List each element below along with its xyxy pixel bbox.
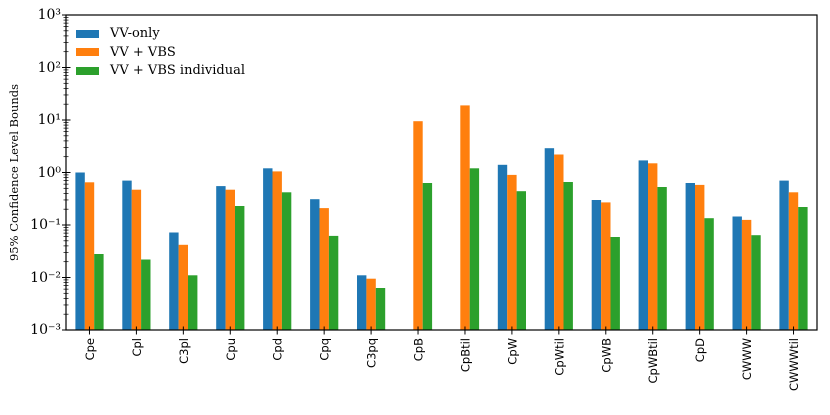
bar-CWWWtil-vv-vbs bbox=[788, 192, 799, 330]
bar-Cpu-vv-only bbox=[216, 186, 226, 330]
x-tick-label-C3pl: C3pl bbox=[177, 338, 191, 364]
bar-CpW-vv-vbs-individual bbox=[516, 191, 526, 330]
x-tick-label-Cpe: Cpe bbox=[83, 338, 97, 360]
bar-Cpd-vv-only bbox=[263, 168, 273, 330]
bar-CpWBtil-vv-only bbox=[638, 160, 648, 330]
legend-label-vv-vbs: VV + VBS bbox=[110, 44, 176, 60]
bar-CpWtil-vv-vbs bbox=[554, 154, 564, 330]
bar-C3pl-vv-vbs-individual bbox=[188, 275, 198, 330]
bar-Cpd-vv-vbs-individual bbox=[281, 192, 292, 330]
bar-CWWW-vv-vbs bbox=[741, 219, 752, 330]
bar-CpBtil-vv-vbs bbox=[460, 105, 470, 331]
bar-C3pl-vv-vbs bbox=[178, 244, 188, 330]
bar-CpB-vv-vbs bbox=[413, 121, 423, 330]
x-tick-label-CpBtil: CpBtil bbox=[458, 338, 472, 372]
x-tick-label-CWWWtil: CWWWtil bbox=[787, 338, 801, 391]
x-tick-label-CpWtil: CpWtil bbox=[552, 338, 566, 376]
x-tick-label-Cpq: Cpq bbox=[318, 338, 332, 361]
bar-CpWtil-vv-only bbox=[544, 148, 555, 330]
bar-CWWWtil-vv-only bbox=[779, 180, 789, 330]
bar-Cpu-vv-vbs bbox=[225, 189, 235, 330]
bar-CpD-vv-vbs bbox=[695, 184, 705, 330]
x-tick-label-CpWBtil: CpWBtil bbox=[646, 338, 660, 384]
bar-CpWB-vv-only bbox=[591, 200, 602, 330]
bar-C3pq-vv-vbs bbox=[366, 278, 376, 330]
bar-CWWWtil-vv-vbs-individual bbox=[798, 207, 808, 330]
x-tick-label-CpWB: CpWB bbox=[599, 338, 613, 373]
bar-Cpq-vv-vbs bbox=[319, 208, 329, 330]
bar-CpWB-vv-vbs-individual bbox=[610, 237, 620, 330]
y-tick-label: 10³ bbox=[37, 7, 61, 23]
legend-item-vv-vbs-individual: VV + VBS individual bbox=[76, 64, 245, 77]
x-tick-label-C3pq: C3pq bbox=[365, 338, 379, 368]
bar-C3pl-vv-only bbox=[169, 232, 179, 330]
bar-CpWBtil-vv-vbs bbox=[648, 163, 658, 330]
bar-CpW-vv-vbs bbox=[507, 174, 517, 330]
legend-swatch-vv-vbs-individual bbox=[76, 66, 99, 75]
bar-CpWBtil-vv-vbs-individual bbox=[657, 187, 667, 330]
bar-C3pq-vv-vbs-individual bbox=[375, 288, 386, 330]
bar-Cpq-vv-vbs-individual bbox=[328, 235, 339, 330]
bar-CWWW-vv-vbs-individual bbox=[751, 235, 761, 330]
y-axis-title: 95% Confidence Level Bounds bbox=[7, 83, 21, 262]
bar-CpW-vv-only bbox=[497, 164, 508, 330]
legend-swatch-vv-only bbox=[76, 29, 99, 38]
bar-Cpe-vv-vbs bbox=[84, 182, 95, 330]
x-tick-label-Cpd: Cpd bbox=[271, 338, 285, 361]
bar-Cpu-vv-vbs-individual bbox=[235, 206, 245, 330]
x-tick-label-CpW: CpW bbox=[505, 338, 519, 365]
x-tick-label-CpD: CpD bbox=[693, 338, 707, 362]
y-tick-label: 10⁰ bbox=[37, 164, 61, 181]
bar-Cpl-vv-vbs bbox=[131, 189, 142, 330]
x-tick-label-CWWW: CWWW bbox=[740, 338, 754, 380]
legend: VV-only VV + VBS VV + VBS individual bbox=[76, 27, 245, 83]
y-tick-label: 10¹ bbox=[37, 112, 61, 128]
legend-item-vv-vbs: VV + VBS bbox=[76, 46, 245, 59]
bar-CpB-vv-vbs-individual bbox=[422, 183, 433, 330]
bar-CpWtil-vv-vbs-individual bbox=[563, 182, 573, 330]
bar-Cpe-vv-vbs-individual bbox=[94, 254, 104, 330]
y-tick-label: 10⁻¹ bbox=[30, 217, 61, 233]
bar-CpWB-vv-vbs bbox=[601, 202, 611, 330]
legend-label-vv-only: VV-only bbox=[110, 26, 160, 41]
x-tick-label-Cpl: Cpl bbox=[130, 338, 144, 357]
x-tick-label-CpB: CpB bbox=[412, 338, 426, 361]
y-tick-label: 10² bbox=[37, 59, 61, 76]
bar-Cpl-vv-vbs-individual bbox=[141, 259, 151, 330]
legend-item-vv-only: VV-only bbox=[76, 27, 245, 40]
y-tick-label: 10⁻³ bbox=[30, 322, 61, 338]
y-tick-label: 10⁻² bbox=[30, 269, 61, 286]
bar-CWWW-vv-only bbox=[732, 216, 742, 330]
bar-Cpl-vv-only bbox=[122, 180, 132, 330]
bar-C3pq-vv-only bbox=[357, 275, 367, 330]
bar-Cpd-vv-vbs bbox=[272, 171, 282, 330]
bar-CpD-vv-vbs-individual bbox=[704, 218, 714, 330]
plot-area-border bbox=[65, 14, 818, 331]
bar-CpD-vv-only bbox=[685, 183, 695, 330]
bar-Cpq-vv-only bbox=[310, 199, 320, 330]
x-tick-label-Cpu: Cpu bbox=[224, 338, 238, 361]
legend-swatch-vv-vbs bbox=[76, 48, 99, 56]
bar-CpBtil-vv-vbs-individual bbox=[469, 168, 480, 330]
bar-Cpe-vv-only bbox=[75, 172, 85, 330]
legend-label-vv-vbs-individual: VV + VBS individual bbox=[110, 63, 246, 78]
